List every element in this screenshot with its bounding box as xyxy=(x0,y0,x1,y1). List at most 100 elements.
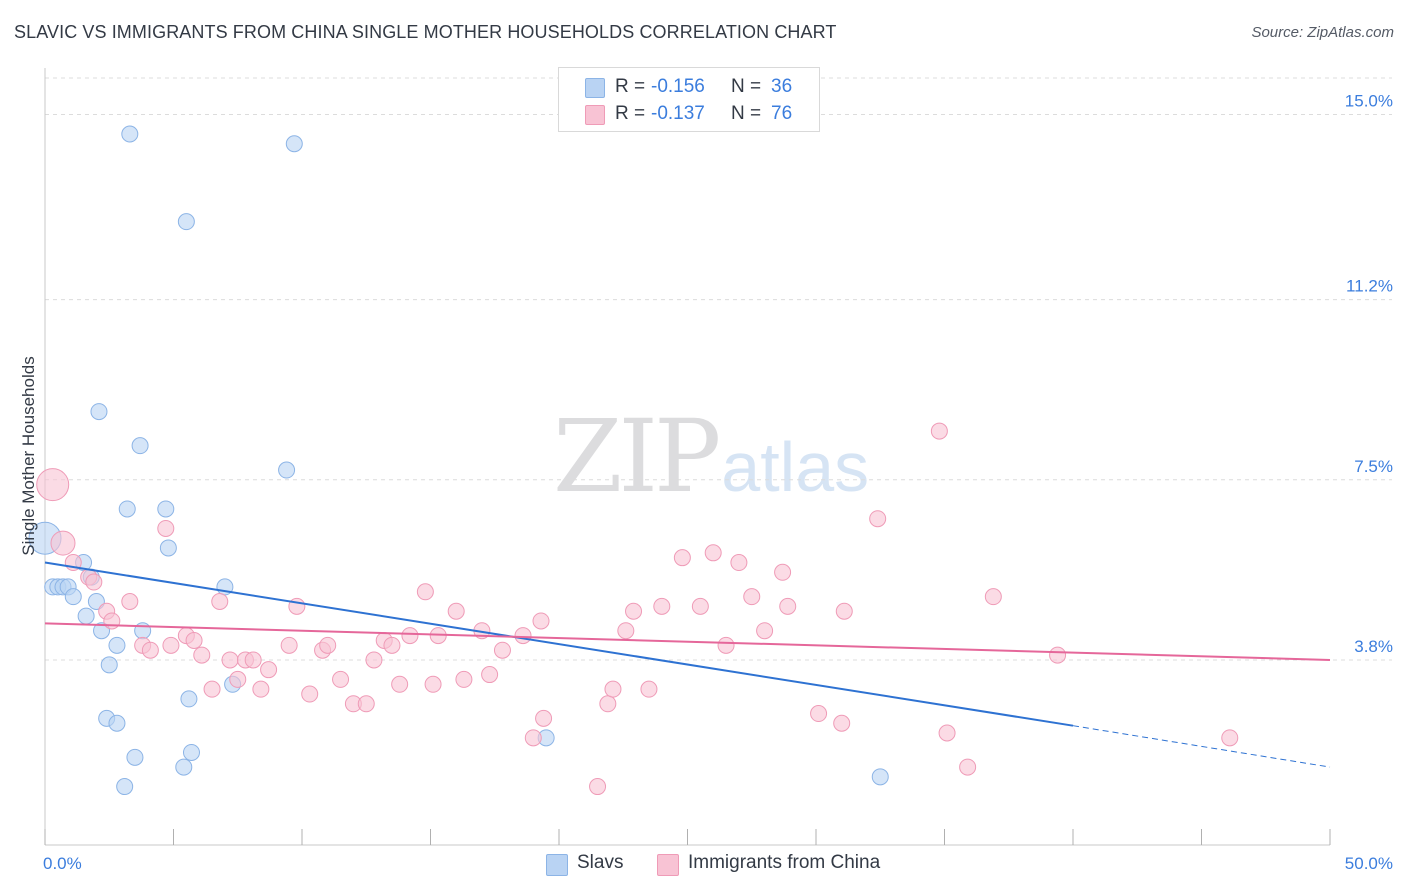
x-tick-label-max: 50.0% xyxy=(1345,854,1393,873)
r-label: R = xyxy=(615,76,646,97)
china-point xyxy=(203,680,221,698)
axis-layer xyxy=(44,68,1331,846)
china-point xyxy=(252,680,270,698)
slavs-point xyxy=(177,213,195,231)
slavs-r-value: -0.156 xyxy=(651,76,705,97)
slavs-point xyxy=(116,778,134,796)
slavs-point xyxy=(118,500,136,518)
china-point xyxy=(640,680,658,698)
china-point xyxy=(391,675,409,693)
china-point xyxy=(221,651,239,669)
n-label: N = xyxy=(731,103,762,124)
china-point xyxy=(1221,729,1239,747)
correlation-legend: R = -0.156 N = 36 R = -0.137 N = 76 xyxy=(558,67,820,132)
china-point xyxy=(357,695,375,713)
china-point xyxy=(604,680,622,698)
china-point xyxy=(455,670,473,688)
china-point xyxy=(481,666,499,684)
china-trend-line xyxy=(44,622,1331,661)
y-tick-label: 7.5% xyxy=(1354,457,1393,476)
china-point xyxy=(157,519,175,537)
label-layer: 3.8% 7.5% 11.2% 15.0% 0.0% 50.0% Single Mother… xyxy=(19,92,1393,873)
slavs-point xyxy=(159,539,177,557)
china-point xyxy=(673,549,691,567)
china-point xyxy=(301,685,319,703)
china-point xyxy=(774,563,792,581)
slavs-point xyxy=(278,461,296,479)
china-point xyxy=(229,670,247,688)
china-point xyxy=(625,602,643,620)
china-point xyxy=(959,758,977,776)
slavs-legend-label: Slavs xyxy=(577,852,624,873)
china-point xyxy=(524,729,542,747)
china-point xyxy=(162,636,180,654)
slavs-point xyxy=(87,593,105,611)
slavs-point xyxy=(180,690,198,708)
slavs-point xyxy=(108,636,126,654)
china-n-value: 76 xyxy=(771,103,793,124)
china-point xyxy=(835,602,853,620)
china-point xyxy=(930,422,948,440)
china-point xyxy=(532,612,550,630)
slavs-point xyxy=(285,135,303,153)
china-point xyxy=(617,622,635,640)
china-point xyxy=(401,627,419,645)
china-point xyxy=(416,583,434,601)
china-point xyxy=(514,627,532,645)
r-label: R = xyxy=(615,103,646,124)
china-point xyxy=(535,709,553,727)
china-point xyxy=(103,612,121,630)
chart-title: SLAVIC VS IMMIGRANTS FROM CHINA SINGLE M… xyxy=(14,22,837,42)
china-swatch xyxy=(585,105,605,125)
china-point xyxy=(743,588,761,606)
slavs-point xyxy=(108,714,126,732)
slavs-point xyxy=(90,403,108,421)
slavs-swatch xyxy=(585,78,605,98)
slavs-trend-line xyxy=(44,561,1074,727)
china-point xyxy=(244,651,262,669)
source-label: Source: ZipAtlas.com xyxy=(1251,24,1394,41)
china-point xyxy=(756,622,774,640)
china-point xyxy=(869,510,887,528)
china-point xyxy=(36,468,70,502)
china-point xyxy=(653,597,671,615)
china-point xyxy=(730,554,748,572)
china-point xyxy=(365,651,383,669)
china-point xyxy=(589,778,607,796)
china-point xyxy=(691,597,709,615)
slavs-point xyxy=(93,622,111,640)
china-point xyxy=(185,631,203,649)
slavs-point xyxy=(77,607,95,625)
watermark-atlas: atlas xyxy=(721,428,870,506)
china-point xyxy=(50,530,76,556)
slavs-n-value: 36 xyxy=(771,76,793,97)
china-point xyxy=(493,641,511,659)
china-point xyxy=(280,636,298,654)
slavs-point xyxy=(182,743,200,761)
slavs-trend-extension xyxy=(1072,725,1331,768)
n-label: N = xyxy=(731,76,762,97)
watermark-zip: ZIP xyxy=(553,398,721,515)
china-r-value: -0.137 xyxy=(651,103,705,124)
slavs-point xyxy=(64,588,82,606)
china-point xyxy=(938,724,956,742)
china-point xyxy=(332,670,350,688)
china-point xyxy=(141,641,159,659)
slavs-point xyxy=(157,500,175,518)
china-point xyxy=(833,714,851,732)
slavs-point xyxy=(131,437,149,455)
slavs-point xyxy=(871,768,889,786)
china-point xyxy=(260,661,278,679)
china-point xyxy=(211,593,229,611)
china-point xyxy=(424,675,442,693)
y-tick-label: 11.2% xyxy=(1346,277,1393,296)
china-legend-label: Immigrants from China xyxy=(688,852,881,873)
china-legend-swatch xyxy=(657,854,679,876)
china-point xyxy=(779,597,797,615)
china-point xyxy=(193,646,211,664)
slavs-legend-swatch xyxy=(546,854,568,876)
y-tick-label: 15.0% xyxy=(1345,92,1393,111)
y-tick-label: 3.8% xyxy=(1354,637,1393,656)
china-point xyxy=(447,602,465,620)
